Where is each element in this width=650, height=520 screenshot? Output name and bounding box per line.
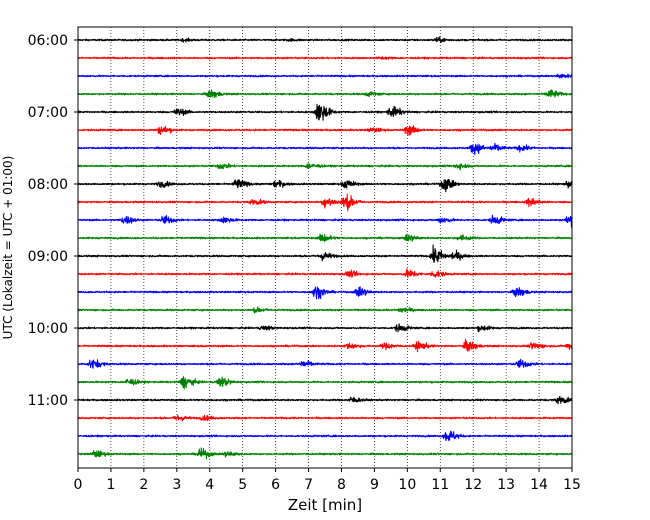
trace-group xyxy=(77,36,573,460)
trace-0815 xyxy=(77,193,573,212)
y-tick-label: 06:00 xyxy=(28,33,68,49)
trace-0600 xyxy=(77,36,573,43)
trace-0645 xyxy=(77,89,573,98)
trace-1115 xyxy=(77,414,573,422)
trace-0945 xyxy=(77,306,573,314)
x-tick-label: 13 xyxy=(497,477,515,493)
trace-1000 xyxy=(77,323,573,333)
trace-0630 xyxy=(77,73,573,79)
x-tick-label: 3 xyxy=(172,477,181,493)
x-tick-label: 12 xyxy=(464,477,482,493)
y-axis-label: UTC (Lokalzeit = UTC + 01:00) xyxy=(1,156,15,340)
trace-1045 xyxy=(77,376,573,390)
trace-1130 xyxy=(77,430,573,442)
y-tick-label: 10:00 xyxy=(28,321,68,337)
x-tick-label: 0 xyxy=(74,477,83,493)
plot-frame xyxy=(77,26,573,469)
trace-0915 xyxy=(77,268,573,278)
trace-0845 xyxy=(77,233,573,243)
x-tick-label: 4 xyxy=(205,477,214,493)
x-tick-label: 1 xyxy=(106,477,115,493)
x-tick-label: 11 xyxy=(431,477,449,493)
trace-0715 xyxy=(77,125,573,136)
x-tick-label: 10 xyxy=(398,477,416,493)
x-axis-label: Zeit [min] xyxy=(288,496,362,514)
trace-0730 xyxy=(77,142,573,156)
trace-0745 xyxy=(77,162,573,171)
trace-0800 xyxy=(77,178,573,193)
trace-0615 xyxy=(77,56,573,60)
x-tick-label: 8 xyxy=(337,477,346,493)
x-tick-label: 2 xyxy=(139,477,148,493)
x-tick-label: 5 xyxy=(238,477,247,493)
trace-0930 xyxy=(77,286,573,300)
y-tick-label: 07:00 xyxy=(28,105,68,121)
trace-0700 xyxy=(77,103,573,121)
x-tick-label: 15 xyxy=(563,477,581,493)
y-tick-label: 09:00 xyxy=(28,249,68,265)
trace-1030 xyxy=(77,358,573,369)
trace-1145 xyxy=(77,447,573,460)
y-tick-label: 08:00 xyxy=(28,177,68,193)
trace-1100 xyxy=(77,395,573,405)
y-axis: 06:00 07:00 08:00 09:00 10:00 11:00 xyxy=(28,33,78,409)
x-tick-label: 9 xyxy=(370,477,379,493)
trace-0900 xyxy=(77,244,573,263)
y-tick-label: 11:00 xyxy=(28,393,68,409)
x-axis: 0 1 2 3 4 5 6 7 8 9 10 11 12 13 14 15 xyxy=(74,468,581,493)
trace-0830 xyxy=(77,214,573,228)
x-tick-label: 7 xyxy=(304,477,313,493)
x-tick-label: 14 xyxy=(530,477,548,493)
trace-1015 xyxy=(77,338,573,353)
x-tick-label: 6 xyxy=(271,477,280,493)
